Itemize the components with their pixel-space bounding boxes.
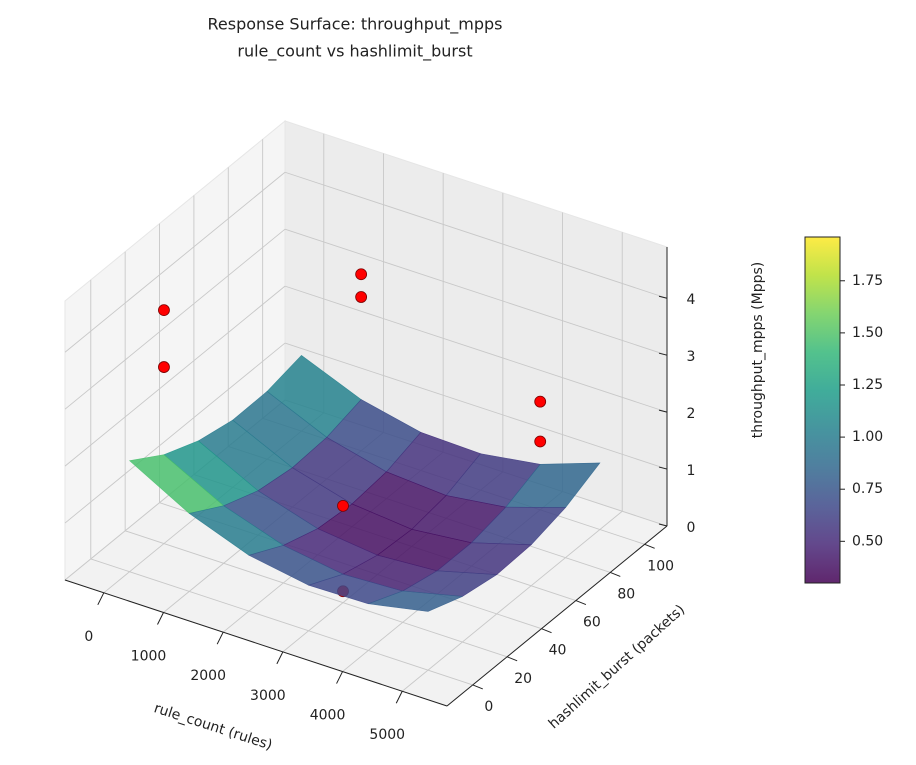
tick-mark (395, 691, 403, 704)
colorbar-tick-label: 1.25 (852, 377, 883, 393)
colorbar-tick-label: 0.50 (852, 533, 883, 549)
y-tick-label: 0 (484, 699, 493, 715)
y-tick-label: 100 (647, 558, 674, 574)
grid-line (284, 342, 668, 470)
y-tick-label: 80 (617, 586, 635, 602)
tick-mark (506, 656, 518, 662)
chart-subtitle: rule_count vs hashlimit_burst (237, 42, 472, 62)
y-tick-label: 60 (583, 615, 601, 631)
scatter-point (534, 395, 547, 408)
tick-mark (276, 651, 284, 665)
colorbar-tick-label: 1.00 (852, 429, 883, 445)
tick-mark (541, 628, 552, 634)
grid-line (64, 285, 286, 467)
x-tick-label: 5000 (369, 727, 405, 743)
colorbar-tick-label: 1.50 (852, 325, 883, 341)
colorbar-tick-label: 1.75 (852, 273, 883, 289)
tick-mark (658, 295, 668, 299)
grid-line (401, 510, 623, 692)
colorbar (804, 236, 841, 584)
tick-mark (658, 466, 668, 470)
z-tick-label: 0 (687, 520, 696, 536)
axis-line (64, 579, 448, 707)
tick-mark (336, 671, 343, 684)
scatter-point (158, 361, 170, 373)
z-axis-title: throughput_mpps (Mpps) (750, 262, 766, 438)
x-tick-label: 1000 (131, 648, 167, 664)
z-tick-label: 1 (687, 463, 696, 479)
tick-mark (472, 684, 483, 690)
tick-mark (216, 631, 224, 645)
y-tick-label: 20 (514, 671, 532, 687)
z-tick-label: 3 (687, 349, 696, 365)
grid-line (64, 342, 286, 524)
grid-line (284, 285, 668, 413)
scatter-point (158, 304, 170, 317)
z-tick-label: 2 (687, 406, 696, 422)
scatter-point (337, 499, 349, 512)
x-tick-label: 3000 (250, 688, 286, 704)
tick-mark (658, 409, 668, 413)
scatter-point (355, 268, 368, 281)
chart-title: Response Surface: throughput_mpps (207, 15, 502, 35)
tick-mark (658, 523, 668, 527)
scatter-point (534, 435, 547, 448)
grid-line (64, 171, 286, 353)
tick-mark (610, 571, 621, 577)
x-axis-title: rule_count (rules) (152, 700, 274, 753)
z-tick-label: 4 (687, 292, 696, 308)
x-tick-label: 0 (84, 629, 93, 645)
grid-line (125, 530, 508, 658)
tick-mark (658, 352, 668, 356)
surface-patch (368, 590, 463, 612)
axis-line (446, 525, 668, 707)
y-tick-label: 40 (549, 643, 567, 659)
grid-line (284, 228, 668, 356)
scatter-point (355, 291, 368, 303)
grid-line (284, 171, 668, 299)
tick-mark (644, 543, 655, 549)
grid-line (64, 228, 286, 410)
x-tick-label: 4000 (310, 708, 346, 724)
y-axis-title: hashlimit_burst (packets) (546, 602, 688, 733)
tick-mark (97, 592, 105, 606)
colorbar-tick-label: 0.75 (852, 481, 883, 497)
grid-line (90, 558, 473, 686)
tick-mark (575, 600, 587, 605)
x-tick-label: 2000 (190, 668, 226, 684)
tick-mark (157, 612, 164, 625)
